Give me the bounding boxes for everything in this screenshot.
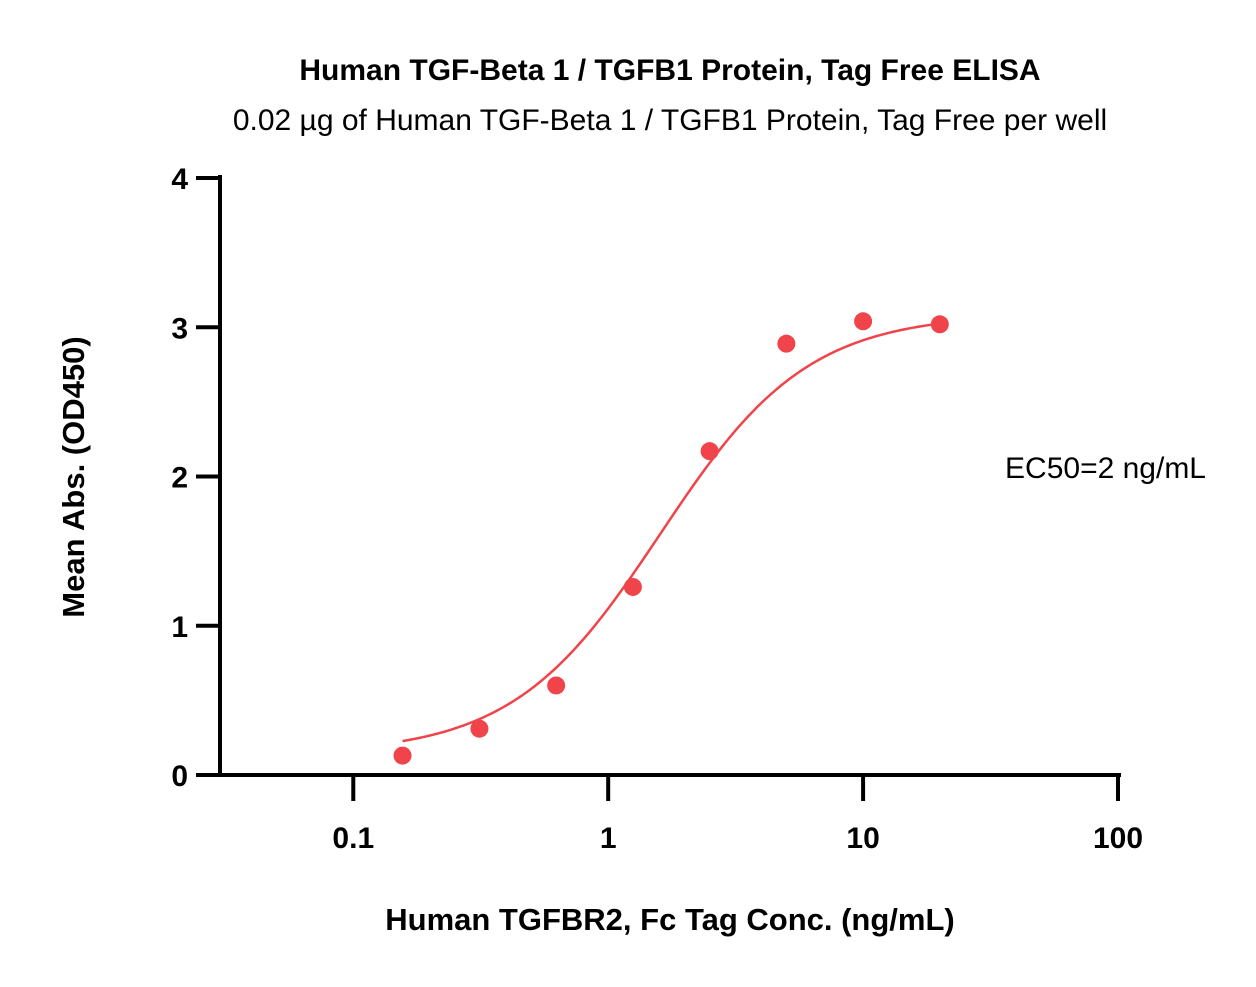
chart-title: Human TGF-Beta 1 / TGFB1 Protein, Tag Fr…	[299, 54, 1040, 87]
y-tick-label: 3	[171, 312, 188, 345]
x-tick-label: 1	[600, 822, 617, 855]
y-axis-label: Mean Abs. (OD450)	[56, 336, 91, 617]
chart-subtitle: 0.02 µg of Human TGF-Beta 1 / TGFB1 Prot…	[233, 104, 1107, 137]
data-point	[854, 312, 873, 331]
y-tick-label: 0	[171, 760, 188, 793]
data-points	[393, 312, 949, 765]
x-tick-label: 100	[1093, 822, 1143, 855]
data-point	[777, 334, 796, 353]
y-tick-label: 4	[171, 163, 188, 196]
ec50-annotation: EC50=2 ng/mL	[1005, 452, 1206, 485]
data-point	[623, 577, 642, 596]
x-tick-label: 0.1	[332, 822, 374, 855]
data-point	[930, 315, 949, 334]
data-point	[470, 719, 489, 738]
x-tick-label: 10	[846, 822, 879, 855]
y-axis-ticks: 0 1 2 3 4	[171, 163, 220, 793]
data-point	[547, 676, 566, 695]
fit-curve	[402, 322, 940, 743]
y-tick-label: 2	[171, 462, 188, 495]
y-tick-label: 1	[171, 611, 188, 644]
data-point	[393, 746, 412, 765]
data-point	[700, 442, 719, 461]
x-axis-label: Human TGFBR2, Fc Tag Conc. (ng/mL)	[385, 902, 954, 937]
x-axis-ticks: 0.1 1 10 100	[332, 775, 1143, 855]
